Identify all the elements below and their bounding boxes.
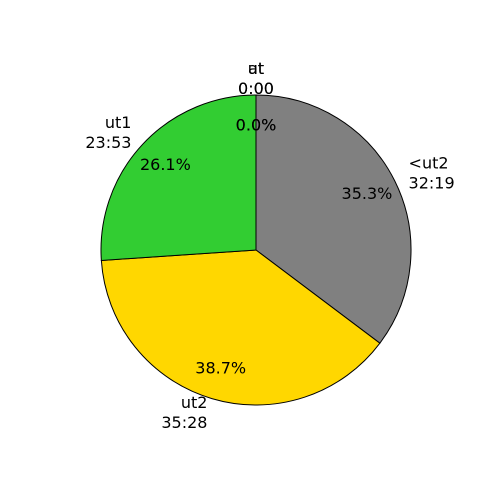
slice-label: <ut2 bbox=[409, 153, 449, 172]
slice-percent: 0.0% bbox=[236, 116, 277, 135]
pie-slice bbox=[100, 249, 381, 406]
slice-label: ut2 bbox=[181, 393, 208, 412]
slice-label: ut bbox=[248, 59, 264, 78]
slice-duration: 32:19 bbox=[409, 173, 455, 192]
slice-percent: 35.3% bbox=[342, 184, 393, 203]
slice-duration: 0:00 bbox=[238, 79, 274, 98]
slice-duration: 0:00 bbox=[238, 79, 274, 98]
pie-slice bbox=[255, 94, 412, 344]
slice-percent: 38.7% bbox=[195, 358, 246, 377]
slice-label: at bbox=[248, 59, 264, 78]
slice-percent: 26.1% bbox=[140, 155, 191, 174]
slice-label: ut1 bbox=[105, 113, 132, 132]
slice-duration: 35:28 bbox=[161, 413, 207, 432]
slice-percent: 0.0% bbox=[236, 116, 277, 135]
pie-slice bbox=[100, 94, 257, 261]
slice-duration: 23:53 bbox=[85, 133, 131, 152]
